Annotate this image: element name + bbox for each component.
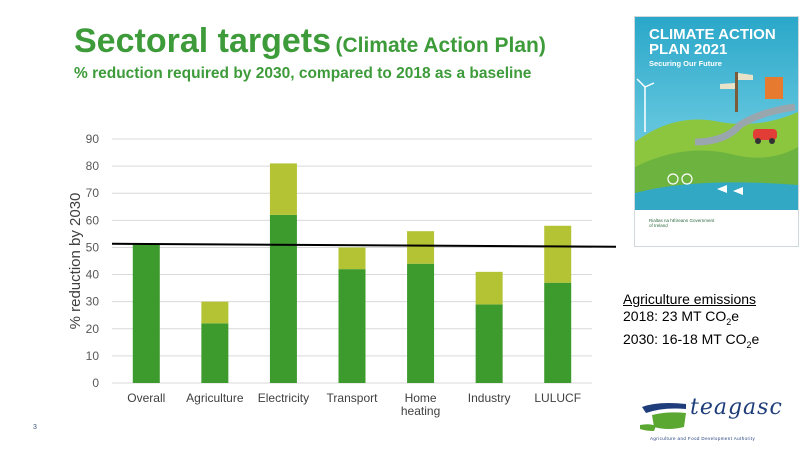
y-axis-label: % reduction by 2030 bbox=[67, 193, 84, 330]
bar-upper-segment bbox=[475, 271, 503, 305]
title-paren: (Climate Action Plan) bbox=[335, 34, 546, 57]
teagasc-wordmark: teagasc bbox=[690, 395, 783, 420]
y-tick-label: 40 bbox=[86, 268, 100, 282]
y-tick-label: 90 bbox=[86, 132, 100, 146]
slide-title: Sectoral targets (Climate Action Plan) bbox=[74, 22, 546, 61]
teagasc-logo: teagasc Agriculture and Food Development… bbox=[638, 395, 798, 445]
x-tick-label: Transport bbox=[327, 391, 379, 405]
bar-upper-segment bbox=[201, 301, 229, 324]
climate-action-plan-cover: CLIMATE ACTION PLAN 2021 Securing Our Fu… bbox=[634, 16, 799, 247]
cover-footer: Rialtas na hÉireann Government of Irelan… bbox=[635, 210, 798, 246]
bar-lower-segment bbox=[475, 304, 503, 383]
y-tick-label: 70 bbox=[86, 186, 100, 200]
x-tick-label: Agriculture bbox=[186, 391, 244, 405]
y-tick-label: 10 bbox=[86, 349, 100, 363]
bar-lower-segment bbox=[132, 244, 160, 383]
agri-heading: Agriculture emissions bbox=[623, 291, 757, 307]
slide-number: 3 bbox=[33, 424, 37, 431]
teagasc-emblem-icon bbox=[640, 403, 686, 431]
bar-upper-segment bbox=[338, 247, 366, 270]
bar-lower-segment bbox=[338, 269, 366, 383]
bar-upper-segment bbox=[407, 231, 435, 264]
y-tick-label: 0 bbox=[92, 376, 99, 390]
y-tick-label: 60 bbox=[86, 213, 100, 227]
y-tick-label: 80 bbox=[86, 159, 100, 173]
cover-title: CLIMATE ACTION PLAN 2021 bbox=[649, 26, 776, 58]
bar-upper-segment bbox=[544, 225, 572, 283]
y-tick-label: 50 bbox=[86, 240, 100, 254]
x-tick-label: Industry bbox=[468, 391, 511, 405]
x-tick-label: Overall bbox=[127, 391, 165, 405]
x-tick-label: heating bbox=[401, 404, 440, 418]
agriculture-emissions-box: Agriculture emissions 2018: 23 MT CO2e 2… bbox=[623, 291, 759, 354]
bar-lower-segment bbox=[201, 323, 229, 383]
x-tick-label: Electricity bbox=[258, 391, 309, 405]
bar-lower-segment bbox=[407, 263, 435, 383]
y-tick-label: 30 bbox=[86, 295, 100, 309]
bar-upper-segment bbox=[269, 163, 297, 215]
x-tick-label: Home bbox=[405, 391, 437, 405]
bar-lower-segment bbox=[269, 214, 297, 383]
cover-subtitle: Securing Our Future bbox=[649, 59, 722, 68]
agri-line-2030: 2030: 16-18 MT CO2e bbox=[623, 330, 760, 350]
title-main: Sectoral targets bbox=[74, 22, 331, 60]
slide-subtitle: % reduction required by 2030, compared t… bbox=[74, 65, 532, 82]
agri-line-2018: 2018: 23 MT CO2e bbox=[623, 308, 740, 327]
bar-lower-segment bbox=[544, 282, 572, 383]
government-mark: Rialtas na hÉireann Government of Irelan… bbox=[649, 218, 715, 228]
teagasc-tagline: Agriculture and Food Development Authori… bbox=[650, 436, 756, 441]
x-tick-label: LULUCF bbox=[534, 391, 581, 405]
y-tick-label: 20 bbox=[86, 322, 100, 336]
reference-line bbox=[111, 242, 617, 248]
